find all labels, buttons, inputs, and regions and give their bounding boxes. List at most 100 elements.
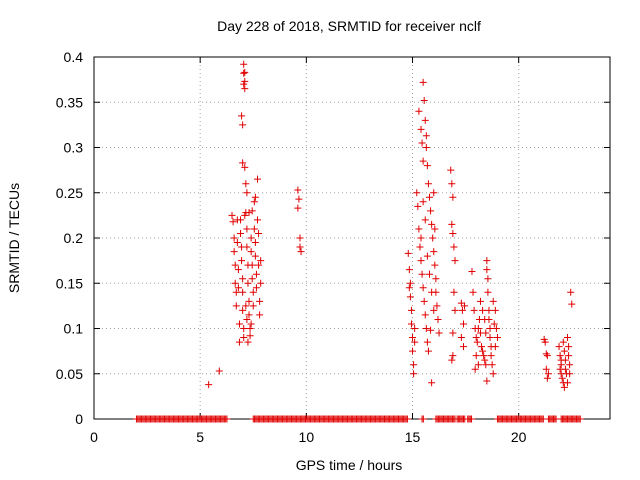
data-point [485, 306, 493, 314]
data-point [240, 325, 248, 332]
data-point [560, 347, 568, 355]
data-point [405, 266, 413, 274]
data-point [406, 279, 414, 287]
data-point [479, 347, 487, 355]
data-point [434, 315, 442, 323]
data-point [416, 243, 424, 251]
data-point [240, 69, 248, 77]
data-point [419, 157, 427, 165]
data-point [450, 243, 458, 251]
data-point [484, 275, 492, 283]
data-point [449, 329, 457, 337]
y-axis-label: SRMTID / TECUs [6, 183, 22, 293]
data-point [410, 370, 418, 378]
data-point [418, 270, 426, 278]
data-point [556, 352, 564, 360]
data-point [404, 249, 412, 257]
data-point [448, 356, 456, 364]
data-point [228, 211, 236, 219]
data-point [251, 252, 259, 260]
y-tick-label: 0.2 [64, 230, 84, 246]
data-point [490, 320, 498, 328]
data-point [232, 288, 240, 296]
data-point [473, 338, 481, 346]
data-point [489, 370, 497, 378]
data-point [422, 325, 430, 332]
data-point [491, 306, 499, 314]
data-point [559, 338, 567, 346]
data-point [421, 116, 429, 124]
data-point [418, 139, 426, 147]
data-point [235, 338, 243, 346]
x-tick-label: 15 [405, 429, 421, 445]
data-point [427, 207, 435, 215]
data-point [469, 288, 477, 296]
data-point [451, 257, 459, 265]
data-point [430, 248, 438, 256]
data-point [248, 261, 256, 269]
data-point [486, 325, 494, 332]
data-point [417, 257, 425, 265]
data-point [557, 356, 565, 364]
data-point [428, 220, 436, 228]
data-point [568, 300, 576, 308]
data-point [457, 334, 465, 342]
data-point [205, 381, 213, 389]
data-point [248, 207, 256, 215]
data-point [257, 279, 265, 287]
data-point [296, 243, 304, 251]
data-point [231, 279, 239, 287]
data-point [448, 220, 456, 228]
data-point [481, 356, 489, 364]
data-point [419, 415, 427, 423]
data-point [250, 198, 258, 206]
data-point [483, 377, 491, 385]
data-point [560, 383, 568, 391]
data-point [435, 329, 443, 337]
data-point [238, 112, 246, 120]
data-point [252, 284, 260, 292]
y-tick-label: 0 [75, 411, 83, 427]
data-point [480, 352, 488, 360]
data-point [544, 370, 552, 378]
data-point [251, 239, 259, 247]
data-point [482, 329, 490, 337]
data-point [239, 121, 247, 129]
data-point [403, 415, 411, 423]
data-point [419, 78, 427, 86]
data-point [474, 361, 482, 369]
data-point [248, 275, 256, 283]
x-axis-label: GPS time / hours [296, 457, 403, 473]
data-point [296, 234, 304, 242]
data-point [223, 415, 231, 423]
data-point [470, 306, 478, 314]
data-point [429, 234, 437, 242]
data-point [459, 343, 467, 351]
data-point [417, 125, 425, 133]
data-point [451, 306, 459, 314]
x-tick-label: 5 [196, 429, 204, 445]
data-point [461, 302, 469, 310]
data-point [294, 186, 302, 194]
data-point [423, 252, 431, 260]
data-point [474, 325, 482, 332]
data-point [233, 239, 241, 247]
data-point [215, 367, 223, 375]
data-point [423, 162, 431, 170]
data-point [566, 370, 574, 378]
data-point [543, 352, 551, 360]
y-tick-label: 0.1 [64, 321, 84, 337]
data-point [411, 338, 419, 346]
data-point [468, 415, 476, 423]
data-point [243, 189, 251, 197]
data-point [426, 193, 434, 201]
data-point [245, 297, 253, 305]
data-point [241, 68, 249, 76]
data-point [476, 297, 484, 305]
data-point [243, 243, 251, 251]
data-point [247, 248, 255, 256]
data-point [295, 195, 303, 203]
data-point [449, 229, 457, 237]
data-point [458, 306, 466, 314]
data-point [256, 297, 264, 305]
